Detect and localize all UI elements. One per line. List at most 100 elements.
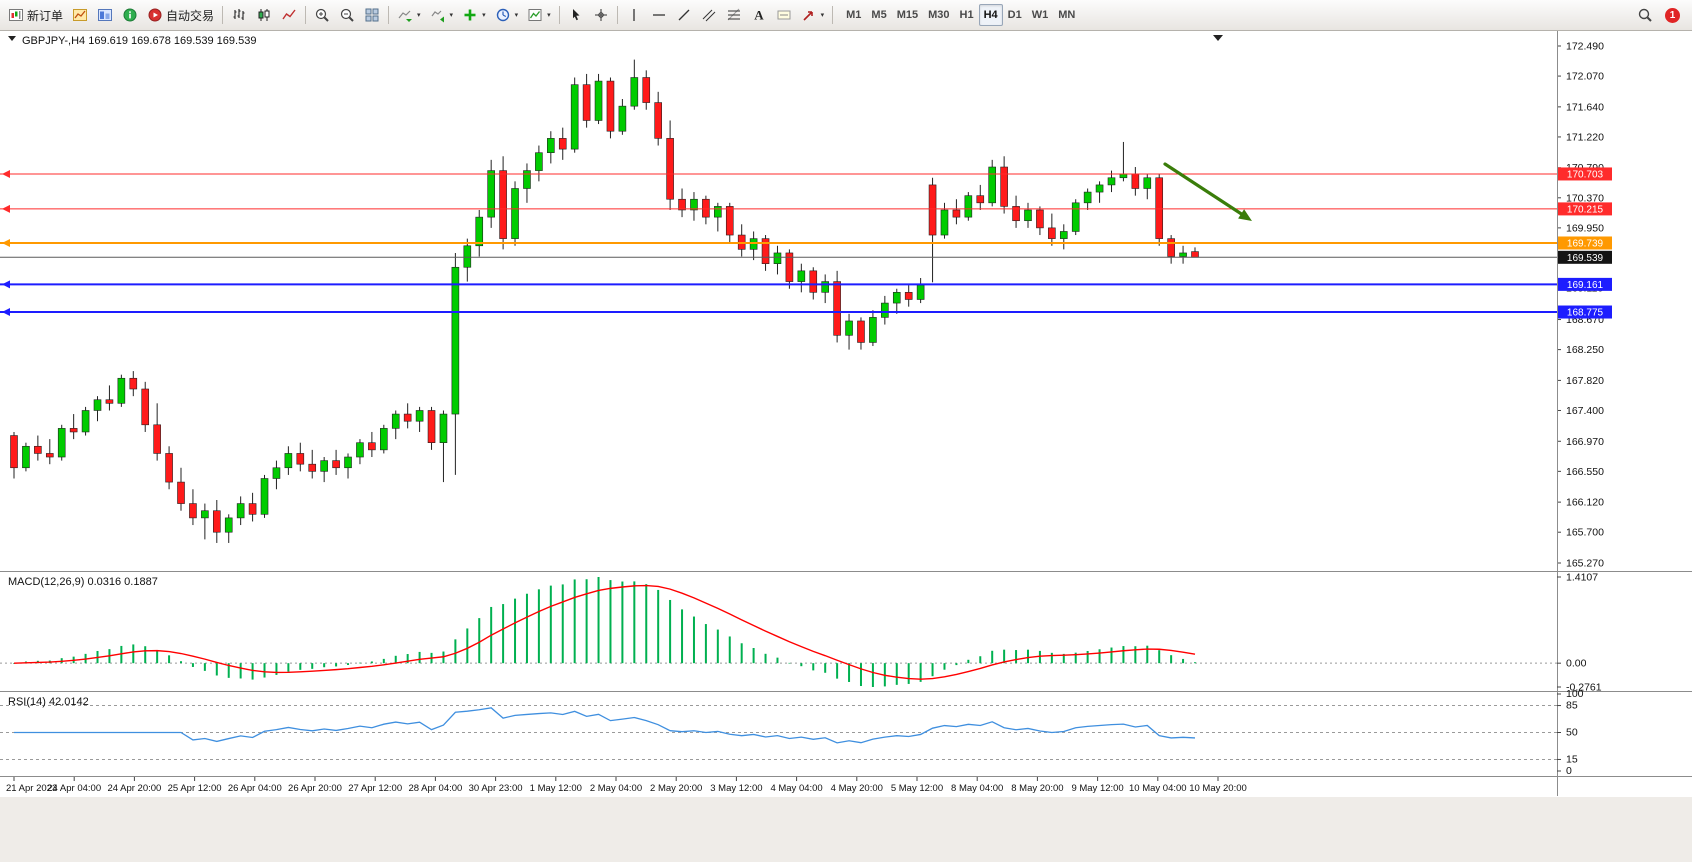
macd-histogram-bar: [728, 636, 731, 664]
zoom-out-button[interactable]: [335, 3, 359, 27]
timeframe-m5-button[interactable]: M5: [866, 4, 891, 26]
market-watch-icon: [122, 7, 138, 23]
candle-body: [1071, 202, 1080, 232]
candle-body: [714, 206, 722, 218]
candle-body: [630, 77, 639, 107]
candle-body: [475, 216, 484, 247]
zoom-in-button[interactable]: [310, 3, 334, 27]
candle: [988, 159, 997, 207]
fibo-button[interactable]: [722, 3, 746, 27]
new-chart-button[interactable]: [68, 3, 92, 27]
macd-histogram-bar: [776, 657, 779, 664]
toolbar-separator: [222, 6, 224, 24]
macd-histogram-bar: [1015, 650, 1018, 664]
cursor-button[interactable]: [564, 3, 588, 27]
macd-axis-label: 1.4107: [1566, 572, 1598, 584]
macd-histogram-bar: [704, 624, 707, 664]
macd-histogram-bar: [180, 661, 183, 664]
price-chart[interactable]: 172.490172.070171.640171.220170.790170.3…: [0, 31, 1692, 862]
candle: [773, 245, 782, 275]
one-click-trading-toggle[interactable]: [8, 36, 16, 41]
trendline-button[interactable]: [672, 3, 696, 27]
cursor-icon: [568, 7, 584, 23]
macd-histogram-bar: [1182, 658, 1185, 664]
timeframe-mn-button[interactable]: MN: [1053, 4, 1080, 26]
macd-histogram-bar: [275, 663, 278, 675]
time-axis-label: 10 May 04:00: [1129, 783, 1187, 794]
chart-shift-button[interactable]: ▾: [426, 3, 458, 27]
candle-body: [809, 270, 818, 293]
chart-shift-marker[interactable]: [1213, 35, 1223, 41]
new-order-button[interactable]: 新订单: [4, 3, 67, 27]
timeframe-m30-button[interactable]: M30: [923, 4, 954, 26]
candle-body: [45, 453, 54, 458]
timeframe-m15-button[interactable]: M15: [892, 4, 923, 26]
arrows-button[interactable]: ▾: [797, 3, 829, 27]
timeframe-h1-button[interactable]: H1: [955, 4, 979, 26]
bar-chart-button[interactable]: [227, 3, 251, 27]
macd-histogram-bar: [1074, 652, 1077, 664]
line-chart-button[interactable]: [277, 3, 301, 27]
periods-button[interactable]: ▾: [491, 3, 523, 27]
macd-histogram-bar: [418, 651, 421, 664]
notifications-badge[interactable]: 1: [1665, 7, 1680, 23]
channel-button[interactable]: [697, 3, 721, 27]
timeframe-w1-button[interactable]: W1: [1027, 4, 1054, 26]
market-watch-button[interactable]: [118, 3, 142, 27]
time-axis-label: 24 Apr 04:00: [47, 783, 101, 794]
indicators-icon: [462, 7, 478, 23]
time-axis-label: 26 Apr 04:00: [228, 783, 282, 794]
label-button[interactable]: [772, 3, 796, 27]
candle-body: [881, 302, 889, 318]
macd-histogram-bar: [251, 663, 254, 680]
macd-histogram-bar: [716, 629, 719, 664]
candle: [165, 446, 173, 490]
vline-button[interactable]: [622, 3, 646, 27]
tile-windows-button[interactable]: [360, 3, 384, 27]
candle: [34, 435, 42, 461]
candle-body: [964, 195, 973, 218]
candle-chart-button[interactable]: [252, 3, 276, 27]
candle-body: [57, 428, 66, 458]
indicators-button[interactable]: ▾: [458, 3, 490, 27]
macd-histogram-bar: [406, 654, 409, 664]
candle-body: [845, 320, 853, 336]
templates-button[interactable]: ▾: [523, 3, 555, 27]
bar-chart-icon: [231, 7, 247, 23]
candle: [1024, 202, 1032, 228]
candle: [761, 235, 770, 271]
autotrade-button[interactable]: 自动交易: [143, 3, 218, 27]
trend-arrow-annotation[interactable]: [1163, 162, 1252, 221]
profiles-button[interactable]: [93, 3, 117, 27]
timeframe-toolbar: M1 M5 M15 M30 H1 H4 D1 W1 MN: [841, 4, 1080, 26]
search-button[interactable]: [1633, 3, 1657, 27]
dropdown-caret-icon: ▾: [482, 12, 486, 19]
timeframe-d1-button[interactable]: D1: [1003, 4, 1027, 26]
auto-scroll-button[interactable]: ▾: [393, 3, 425, 27]
toolbar-separator: [558, 6, 560, 24]
text-button[interactable]: A: [747, 3, 771, 27]
macd-histogram-bar: [1038, 650, 1041, 664]
price-line-left-marker: [2, 280, 10, 289]
candle-body: [1024, 209, 1032, 222]
timeframe-h4-button[interactable]: H4: [978, 4, 1003, 26]
crosshair-button[interactable]: [589, 3, 613, 27]
candle-body: [1191, 251, 1199, 258]
price-line-label: 169.739: [1567, 238, 1604, 249]
macd-histogram-bar: [633, 581, 636, 664]
timeframe-m1-button[interactable]: M1: [841, 4, 866, 26]
dropdown-caret-icon: ▾: [820, 12, 825, 19]
candle: [881, 295, 889, 325]
candle-body: [511, 188, 519, 239]
candles-series: [10, 59, 1199, 543]
candle: [1036, 206, 1044, 236]
hline-button[interactable]: [647, 3, 671, 27]
candle: [368, 431, 376, 458]
macd-histogram-bar: [227, 663, 230, 678]
candle-body: [212, 510, 221, 533]
candle-body: [1119, 173, 1128, 179]
candle: [332, 449, 340, 475]
price-line-label: 170.703: [1567, 169, 1604, 180]
candle-body: [308, 463, 317, 472]
